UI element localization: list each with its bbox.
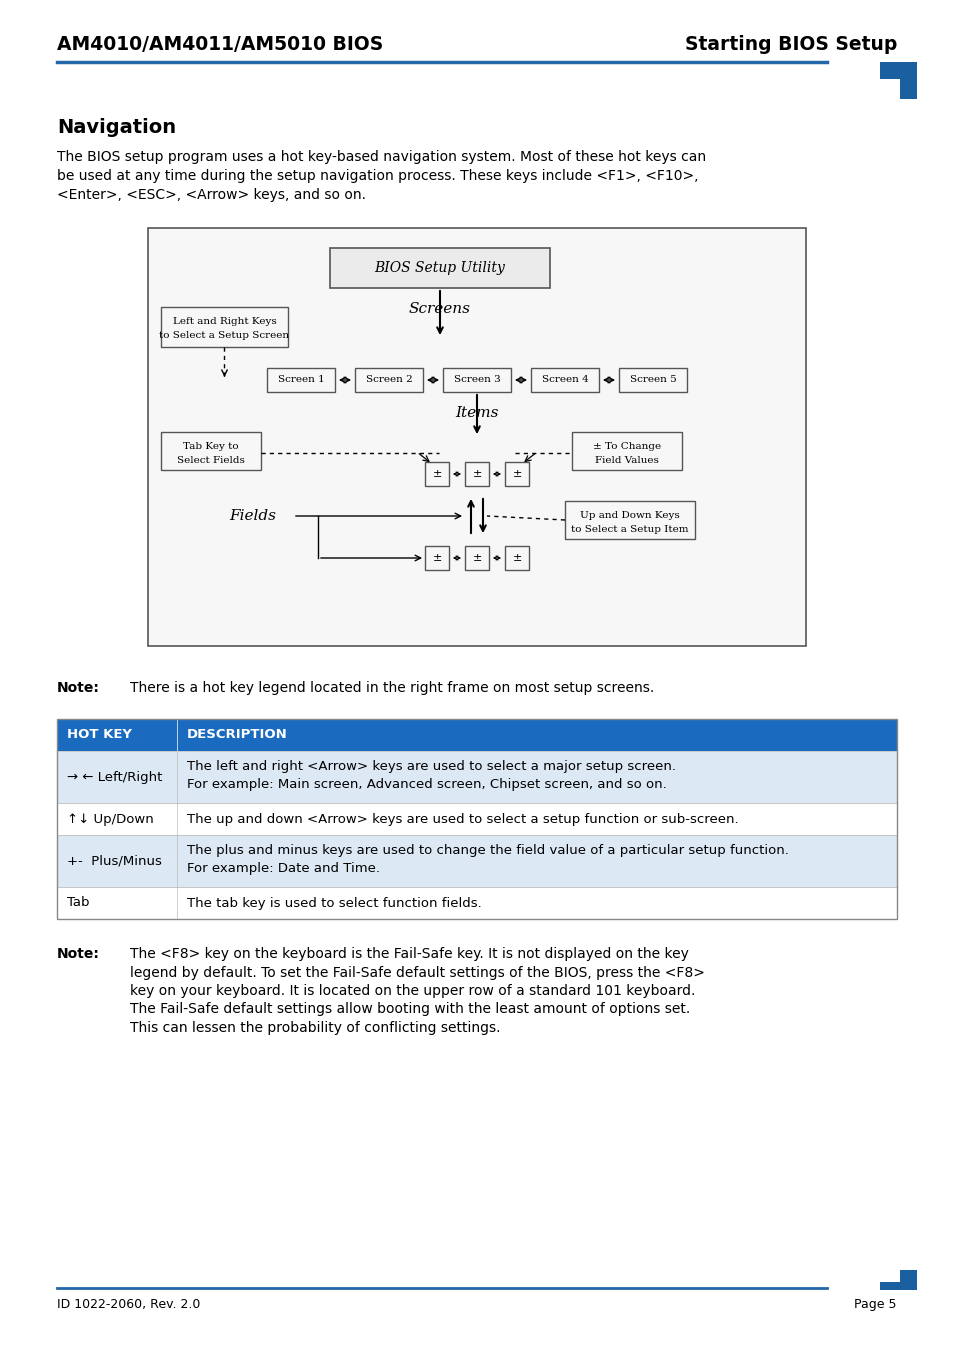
Text: ±: ± (472, 468, 481, 479)
Text: The tab key is used to select function fields.: The tab key is used to select function f… (187, 896, 481, 910)
Text: The plus and minus keys are used to change the field value of a particular setup: The plus and minus keys are used to chan… (187, 844, 788, 857)
Text: The Fail-Safe default settings allow booting with the least amount of options se: The Fail-Safe default settings allow boo… (130, 1003, 690, 1017)
Text: The BIOS setup program uses a hot key-based navigation system. Most of these hot: The BIOS setup program uses a hot key-ba… (57, 150, 705, 163)
Text: ±: ± (432, 554, 441, 563)
Text: Screen 3: Screen 3 (453, 375, 500, 385)
Text: Tab Key to: Tab Key to (183, 441, 238, 451)
FancyBboxPatch shape (464, 462, 489, 486)
FancyBboxPatch shape (618, 369, 686, 391)
FancyBboxPatch shape (564, 501, 695, 539)
FancyBboxPatch shape (504, 462, 529, 486)
Text: Note:: Note: (57, 946, 100, 961)
FancyBboxPatch shape (879, 1270, 899, 1282)
Text: to Select a Setup Screen: to Select a Setup Screen (159, 331, 290, 340)
Text: HOT KEY: HOT KEY (67, 729, 132, 741)
Text: Items: Items (455, 406, 498, 420)
Text: <Enter>, <ESC>, <Arrow> keys, and so on.: <Enter>, <ESC>, <Arrow> keys, and so on. (57, 188, 366, 202)
Text: The <F8> key on the keyboard is the Fail-Safe key. It is not displayed on the ke: The <F8> key on the keyboard is the Fail… (130, 946, 688, 961)
FancyBboxPatch shape (267, 369, 335, 391)
Text: DESCRIPTION: DESCRIPTION (187, 729, 288, 741)
FancyBboxPatch shape (57, 803, 896, 836)
FancyBboxPatch shape (161, 432, 261, 470)
Text: ID 1022-2060, Rev. 2.0: ID 1022-2060, Rev. 2.0 (57, 1297, 200, 1311)
FancyBboxPatch shape (355, 369, 422, 391)
Text: Select Fields: Select Fields (177, 456, 245, 464)
FancyBboxPatch shape (504, 545, 529, 570)
FancyBboxPatch shape (161, 306, 288, 347)
Text: +-  Plus/Minus: +- Plus/Minus (67, 855, 162, 868)
FancyBboxPatch shape (148, 228, 805, 647)
Text: Screens: Screens (409, 302, 471, 316)
Text: Screen 4: Screen 4 (541, 375, 588, 385)
FancyBboxPatch shape (464, 545, 489, 570)
Text: Up and Down Keys: Up and Down Keys (579, 512, 679, 520)
Text: Navigation: Navigation (57, 117, 176, 136)
Text: Fields: Fields (230, 509, 276, 522)
Text: legend by default. To set the Fail-Safe default settings of the BIOS, press the : legend by default. To set the Fail-Safe … (130, 965, 704, 980)
FancyBboxPatch shape (879, 62, 916, 99)
Text: Screen 2: Screen 2 (365, 375, 412, 385)
Text: Tab: Tab (67, 896, 90, 910)
Text: ±: ± (512, 468, 521, 479)
Text: ±: ± (512, 554, 521, 563)
Text: ± To Change: ± To Change (593, 441, 660, 451)
FancyBboxPatch shape (57, 751, 896, 803)
Text: Note:: Note: (57, 680, 100, 695)
FancyBboxPatch shape (572, 432, 681, 470)
FancyBboxPatch shape (57, 836, 896, 887)
Text: AM4010/AM4011/AM5010 BIOS: AM4010/AM4011/AM5010 BIOS (57, 35, 383, 54)
FancyBboxPatch shape (424, 462, 449, 486)
FancyBboxPatch shape (57, 887, 896, 919)
FancyBboxPatch shape (330, 248, 550, 288)
Text: Screen 5: Screen 5 (629, 375, 676, 385)
Text: Starting BIOS Setup: Starting BIOS Setup (684, 35, 896, 54)
Text: → ← Left/Right: → ← Left/Right (67, 771, 162, 783)
FancyBboxPatch shape (879, 1270, 916, 1291)
Text: The left and right <Arrow> keys are used to select a major setup screen.: The left and right <Arrow> keys are used… (187, 760, 676, 774)
Text: be used at any time during the setup navigation process. These keys include <F1>: be used at any time during the setup nav… (57, 169, 698, 184)
Text: The up and down <Arrow> keys are used to select a setup function or sub-screen.: The up and down <Arrow> keys are used to… (187, 813, 738, 825)
Text: There is a hot key legend located in the right frame on most setup screens.: There is a hot key legend located in the… (130, 680, 654, 695)
Text: Field Values: Field Values (595, 456, 659, 464)
Text: key on your keyboard. It is located on the upper row of a standard 101 keyboard.: key on your keyboard. It is located on t… (130, 984, 695, 998)
FancyBboxPatch shape (531, 369, 598, 391)
Text: to Select a Setup Item: to Select a Setup Item (571, 525, 688, 535)
Text: For example: Date and Time.: For example: Date and Time. (187, 863, 379, 875)
FancyBboxPatch shape (57, 720, 896, 751)
Text: Screen 1: Screen 1 (277, 375, 324, 385)
Text: For example: Main screen, Advanced screen, Chipset screen, and so on.: For example: Main screen, Advanced scree… (187, 778, 666, 791)
Text: BIOS Setup Utility: BIOS Setup Utility (375, 261, 505, 275)
Text: ↑↓ Up/Down: ↑↓ Up/Down (67, 813, 153, 825)
Text: This can lessen the probability of conflicting settings.: This can lessen the probability of confl… (130, 1021, 500, 1035)
FancyBboxPatch shape (424, 545, 449, 570)
FancyBboxPatch shape (879, 80, 899, 99)
Text: ±: ± (432, 468, 441, 479)
Text: Left and Right Keys: Left and Right Keys (172, 317, 276, 325)
Text: Page 5: Page 5 (854, 1297, 896, 1311)
Text: ±: ± (472, 554, 481, 563)
FancyBboxPatch shape (442, 369, 511, 391)
